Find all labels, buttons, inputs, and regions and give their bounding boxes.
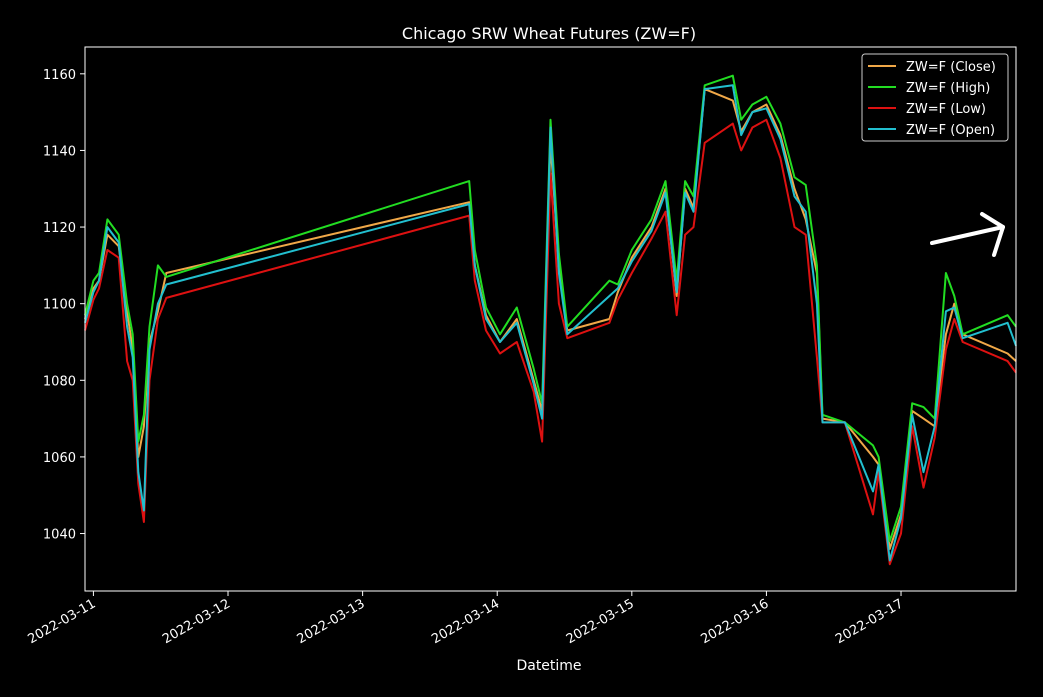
- legend-label: ZW=F (Low): [906, 102, 986, 117]
- y-tick-label: 1080: [43, 374, 76, 389]
- arrow-shaft: [930, 225, 1005, 245]
- arrow-head: [980, 212, 1005, 257]
- y-tick-label: 1160: [43, 68, 76, 83]
- legend-label: ZW=F (High): [906, 81, 990, 96]
- chart-title: Chicago SRW Wheat Futures (ZW=F): [402, 24, 696, 43]
- legend-label: ZW=F (Open): [906, 123, 995, 138]
- legend: ZW=F (Close) ZW=F (High) ZW=F (Low) ZW=F (O…: [861, 53, 1009, 142]
- series-line-1: [84, 74, 1017, 543]
- x-axis-label: Datetime: [516, 658, 581, 674]
- series-layer: [84, 74, 1017, 566]
- plot-frame: [84, 46, 1017, 592]
- legend-label: ZW=F (Close): [906, 60, 996, 75]
- y-axis: 1040 1060 1080 1100 1120 1140 1160: [43, 68, 85, 543]
- y-tick-label: 1040: [43, 528, 76, 543]
- legend-box: [861, 53, 1009, 142]
- y-tick-label: 1100: [43, 298, 76, 313]
- y-tick-label: 1140: [43, 144, 76, 159]
- annotation-arrow: [930, 212, 1005, 257]
- y-tick-label: 1060: [43, 451, 76, 466]
- series-line-3: [84, 84, 1017, 562]
- y-tick-label: 1120: [43, 221, 76, 236]
